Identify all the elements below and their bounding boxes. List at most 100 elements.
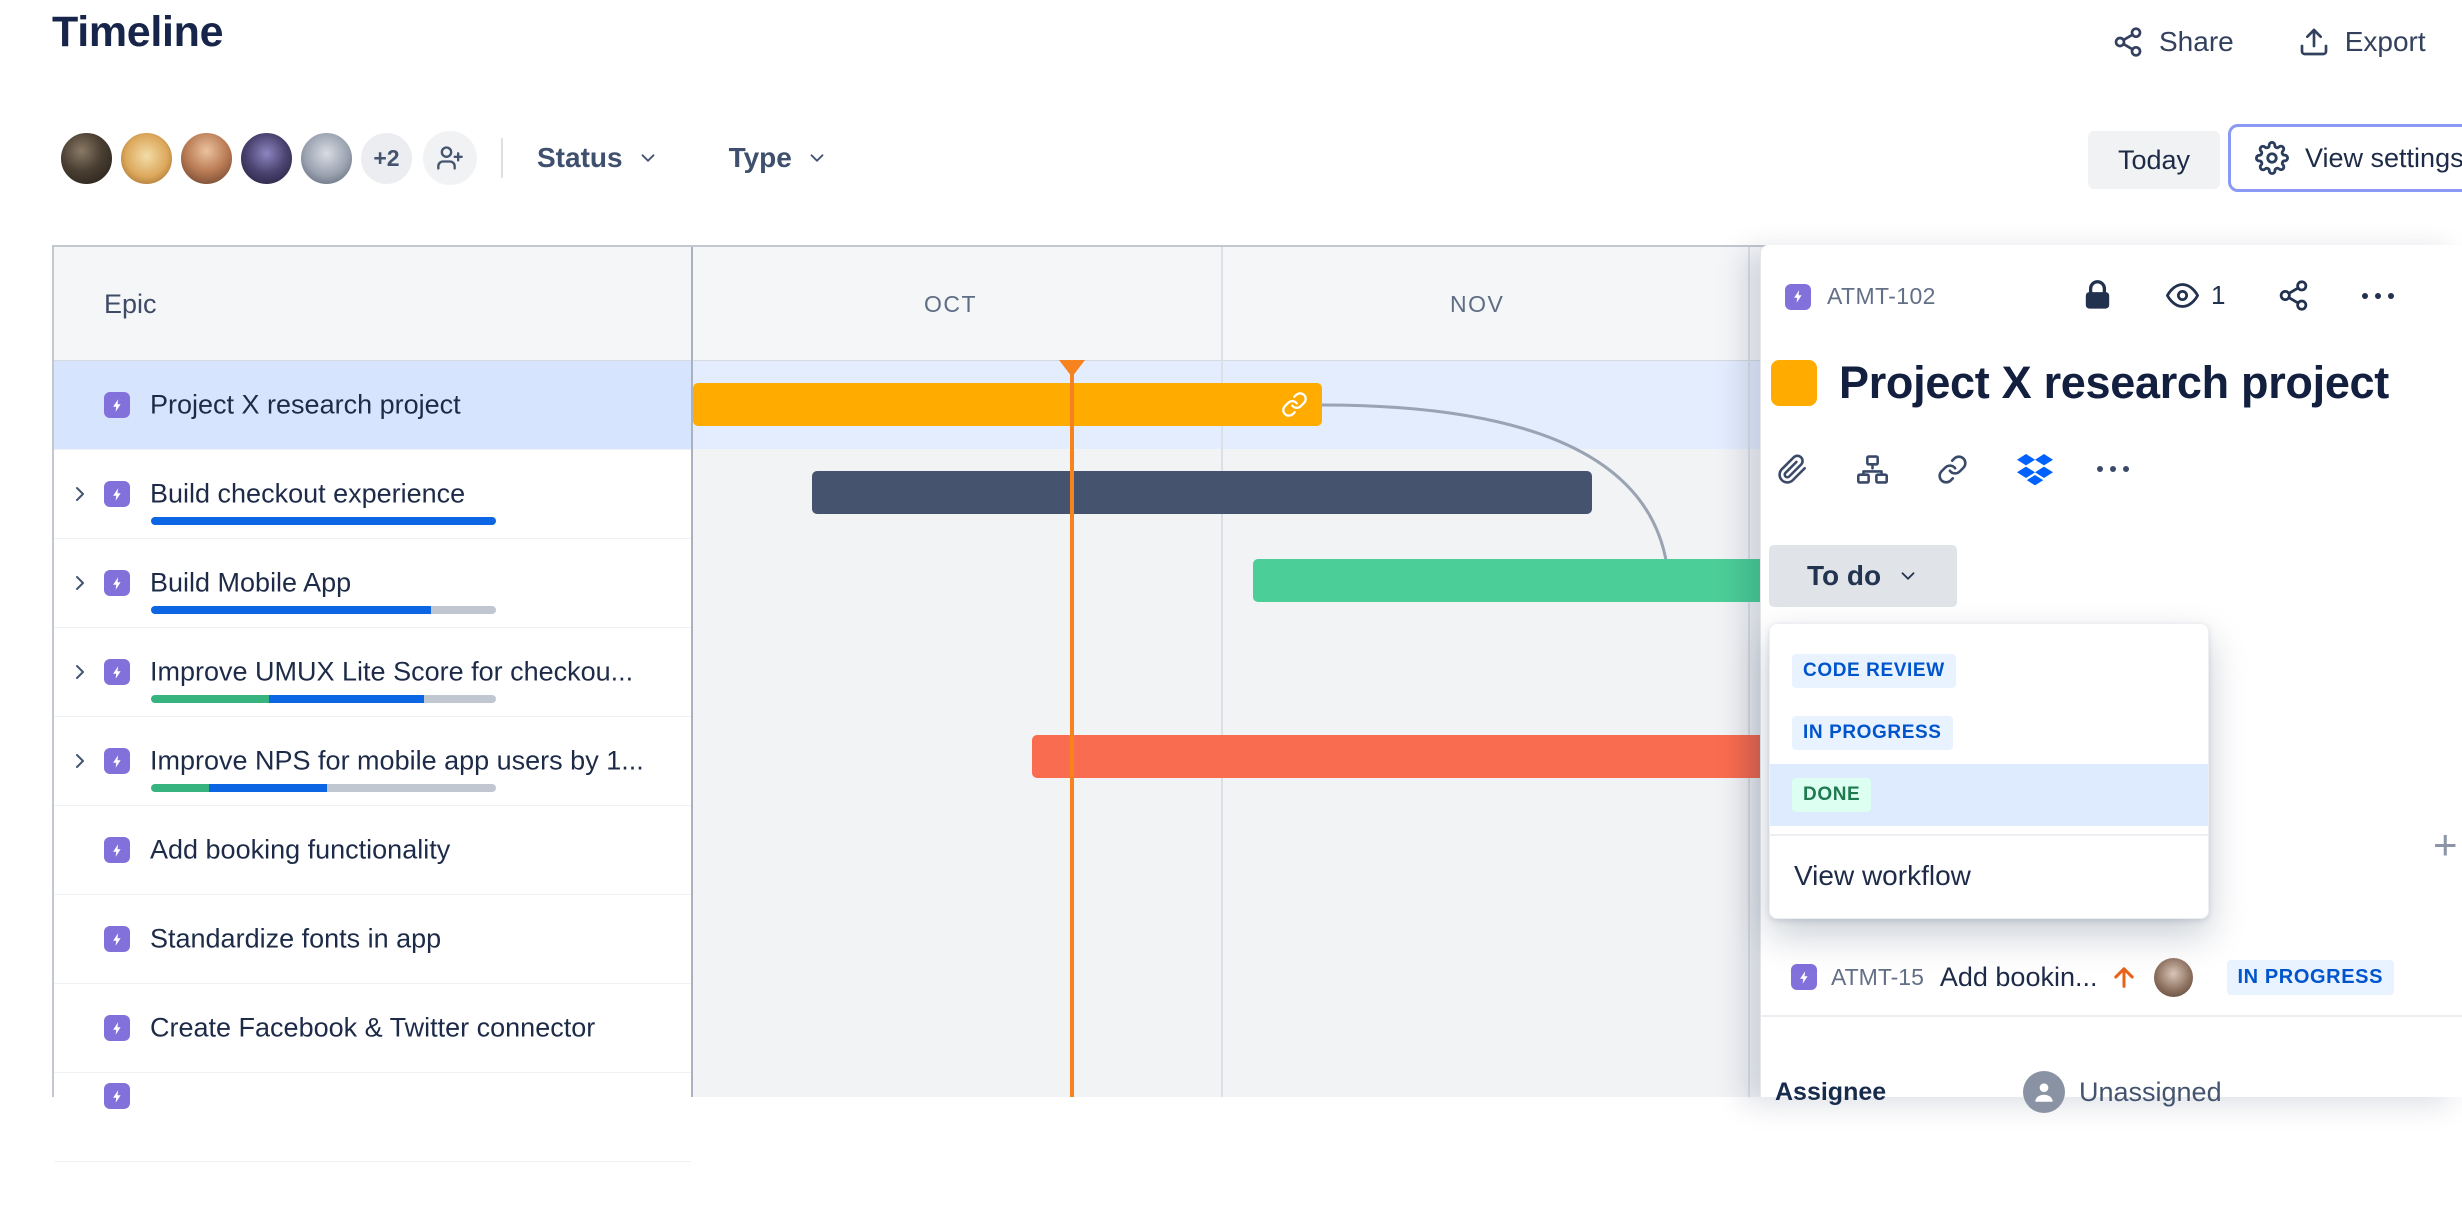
view-settings-label: View settings (2305, 142, 2462, 173)
type-filter-label: Type (728, 142, 792, 173)
epic-icon (104, 570, 130, 596)
export-button[interactable]: Export (2298, 26, 2426, 58)
linked-issue-summary[interactable]: Add bookin... (1939, 961, 2098, 992)
gear-icon (2255, 141, 2289, 175)
table-row[interactable]: Create Facebook & Twitter connector (54, 984, 691, 1073)
issue-key-link[interactable]: ATMT-102 (1827, 283, 1936, 309)
avatar[interactable] (58, 129, 115, 187)
assignee-value[interactable]: Unassigned (2079, 1076, 2222, 1107)
eye-icon (2166, 279, 2199, 312)
view-workflow-item[interactable]: View workflow (1794, 860, 1971, 891)
header-actions: Share Export (2112, 26, 2426, 58)
table-row[interactable]: Add booking functionality (54, 806, 691, 895)
issue-title: Project X research project (1839, 357, 2389, 408)
progress-bar (151, 695, 496, 703)
chevron-right-icon[interactable] (68, 571, 92, 595)
chevron-right-icon[interactable] (68, 749, 92, 773)
table-row[interactable]: Standardize fonts in app (54, 895, 691, 984)
progress-bar (151, 784, 496, 792)
epic-icon (104, 481, 130, 507)
chevron-down-icon (637, 147, 659, 169)
today-button[interactable]: Today (2088, 131, 2221, 189)
gantt-bar-improve-nps[interactable] (1032, 735, 1780, 778)
export-icon (2298, 26, 2330, 58)
avatar[interactable] (238, 129, 295, 187)
epic-label: Improve NPS for mobile app users by 1... (150, 745, 644, 776)
user-plus-icon (436, 144, 464, 172)
epic-icon (104, 748, 130, 774)
chevron-right-icon[interactable] (68, 482, 92, 506)
gantt-bar-build-mobile-app[interactable] (1253, 559, 1783, 602)
month-header-oct: OCT (924, 290, 978, 317)
progress-bar (151, 606, 496, 614)
status-option-in-progress[interactable]: IN PROGRESS (1770, 702, 2208, 764)
plus-icon[interactable]: + (2433, 821, 2458, 868)
page-title: Timeline (52, 8, 224, 56)
dropbox-icon[interactable] (2017, 445, 2097, 493)
status-label: To do (1806, 560, 1882, 591)
linked-issue-status-badge[interactable]: IN PROGRESS (2226, 959, 2395, 995)
table-row[interactable] (54, 1073, 691, 1162)
epic-label: Standardize fonts in app (150, 923, 442, 954)
table-row[interactable]: Build Mobile App (54, 539, 691, 628)
epic-list: Project X research project Build checkou… (54, 361, 691, 1162)
today-marker-triangle (1059, 360, 1085, 377)
more-actions-button[interactable] (2097, 445, 2177, 493)
epic-icon (104, 1015, 130, 1041)
share-button[interactable]: Share (2112, 26, 2234, 58)
avatar[interactable] (2153, 957, 2193, 997)
epic-icon (1785, 283, 1811, 310)
status-dropdown-button[interactable]: To do (1769, 545, 1957, 607)
avatar[interactable] (298, 129, 355, 187)
add-child-issue-button[interactable] (1857, 445, 1937, 493)
chevron-down-icon (806, 147, 828, 169)
table-row[interactable]: Improve NPS for mobile app users by 1... (54, 717, 691, 806)
attach-button[interactable] (1777, 445, 1857, 493)
avatar[interactable] (118, 129, 175, 187)
toolbar: +2 Status Type (58, 126, 898, 190)
gantt-bar-build-checkout[interactable] (812, 471, 1592, 514)
table-row[interactable]: Build checkout experience (54, 450, 691, 539)
status-lozenge: CODE REVIEW (1792, 654, 1956, 688)
avatar-overflow-badge[interactable]: +2 (358, 129, 415, 187)
priority-arrow-up-icon (2110, 963, 2138, 991)
status-filter-dropdown[interactable]: Status (537, 142, 659, 174)
dependency-line (1321, 403, 1668, 561)
unassigned-avatar-icon[interactable] (2023, 1071, 2065, 1113)
chevron-right-icon[interactable] (68, 660, 92, 684)
avatar[interactable] (178, 129, 235, 187)
status-filter-label: Status (537, 142, 623, 173)
link-icon[interactable] (1281, 391, 1308, 418)
view-settings-button[interactable]: View settings (2228, 124, 2462, 192)
share-icon[interactable] (2277, 279, 2310, 312)
status-option-done[interactable]: DONE (1770, 764, 2208, 826)
table-row[interactable]: Project X research project (54, 361, 691, 450)
table-row[interactable]: Improve UMUX Lite Score for checkou... (54, 628, 691, 717)
epic-label: Add booking functionality (150, 834, 451, 865)
watchers-button[interactable]: 1 (2166, 279, 2225, 312)
epic-label: Build checkout experience (150, 478, 466, 509)
month-header-nov: NOV (1450, 290, 1505, 317)
assignee-label: Assignee (1775, 1077, 1887, 1106)
share-icon (2112, 26, 2144, 58)
epic-color-swatch[interactable] (1771, 360, 1817, 406)
status-option-code-review[interactable]: CODE REVIEW (1770, 640, 2208, 702)
selected-row-highlight (54, 361, 691, 449)
status-lozenge: IN PROGRESS (1792, 716, 1953, 750)
type-filter-dropdown[interactable]: Type (729, 142, 828, 174)
epic-icon (104, 837, 130, 863)
linked-issue-key[interactable]: ATMT-15 (1831, 963, 1924, 990)
epic-icon (104, 926, 130, 952)
lock-icon[interactable] (2081, 279, 2114, 312)
link-issue-button[interactable] (1937, 445, 2017, 493)
ellipsis-icon[interactable] (2362, 279, 2395, 312)
epic-icon (1791, 964, 1817, 990)
status-dropdown-menu: CODE REVIEW IN PROGRESS DONE View workfl… (1769, 623, 2209, 919)
gantt-area (691, 360, 2462, 1097)
epic-icon (104, 392, 130, 418)
epic-label: Improve UMUX Lite Score for checkou... (150, 656, 634, 687)
linked-issue-row: ATMT-15 Add bookin... IN PROGRESS (1761, 939, 2462, 1017)
epic-column-divider (691, 247, 693, 1097)
gantt-bar-project-x[interactable] (693, 383, 1322, 426)
add-people-button[interactable] (423, 131, 477, 185)
